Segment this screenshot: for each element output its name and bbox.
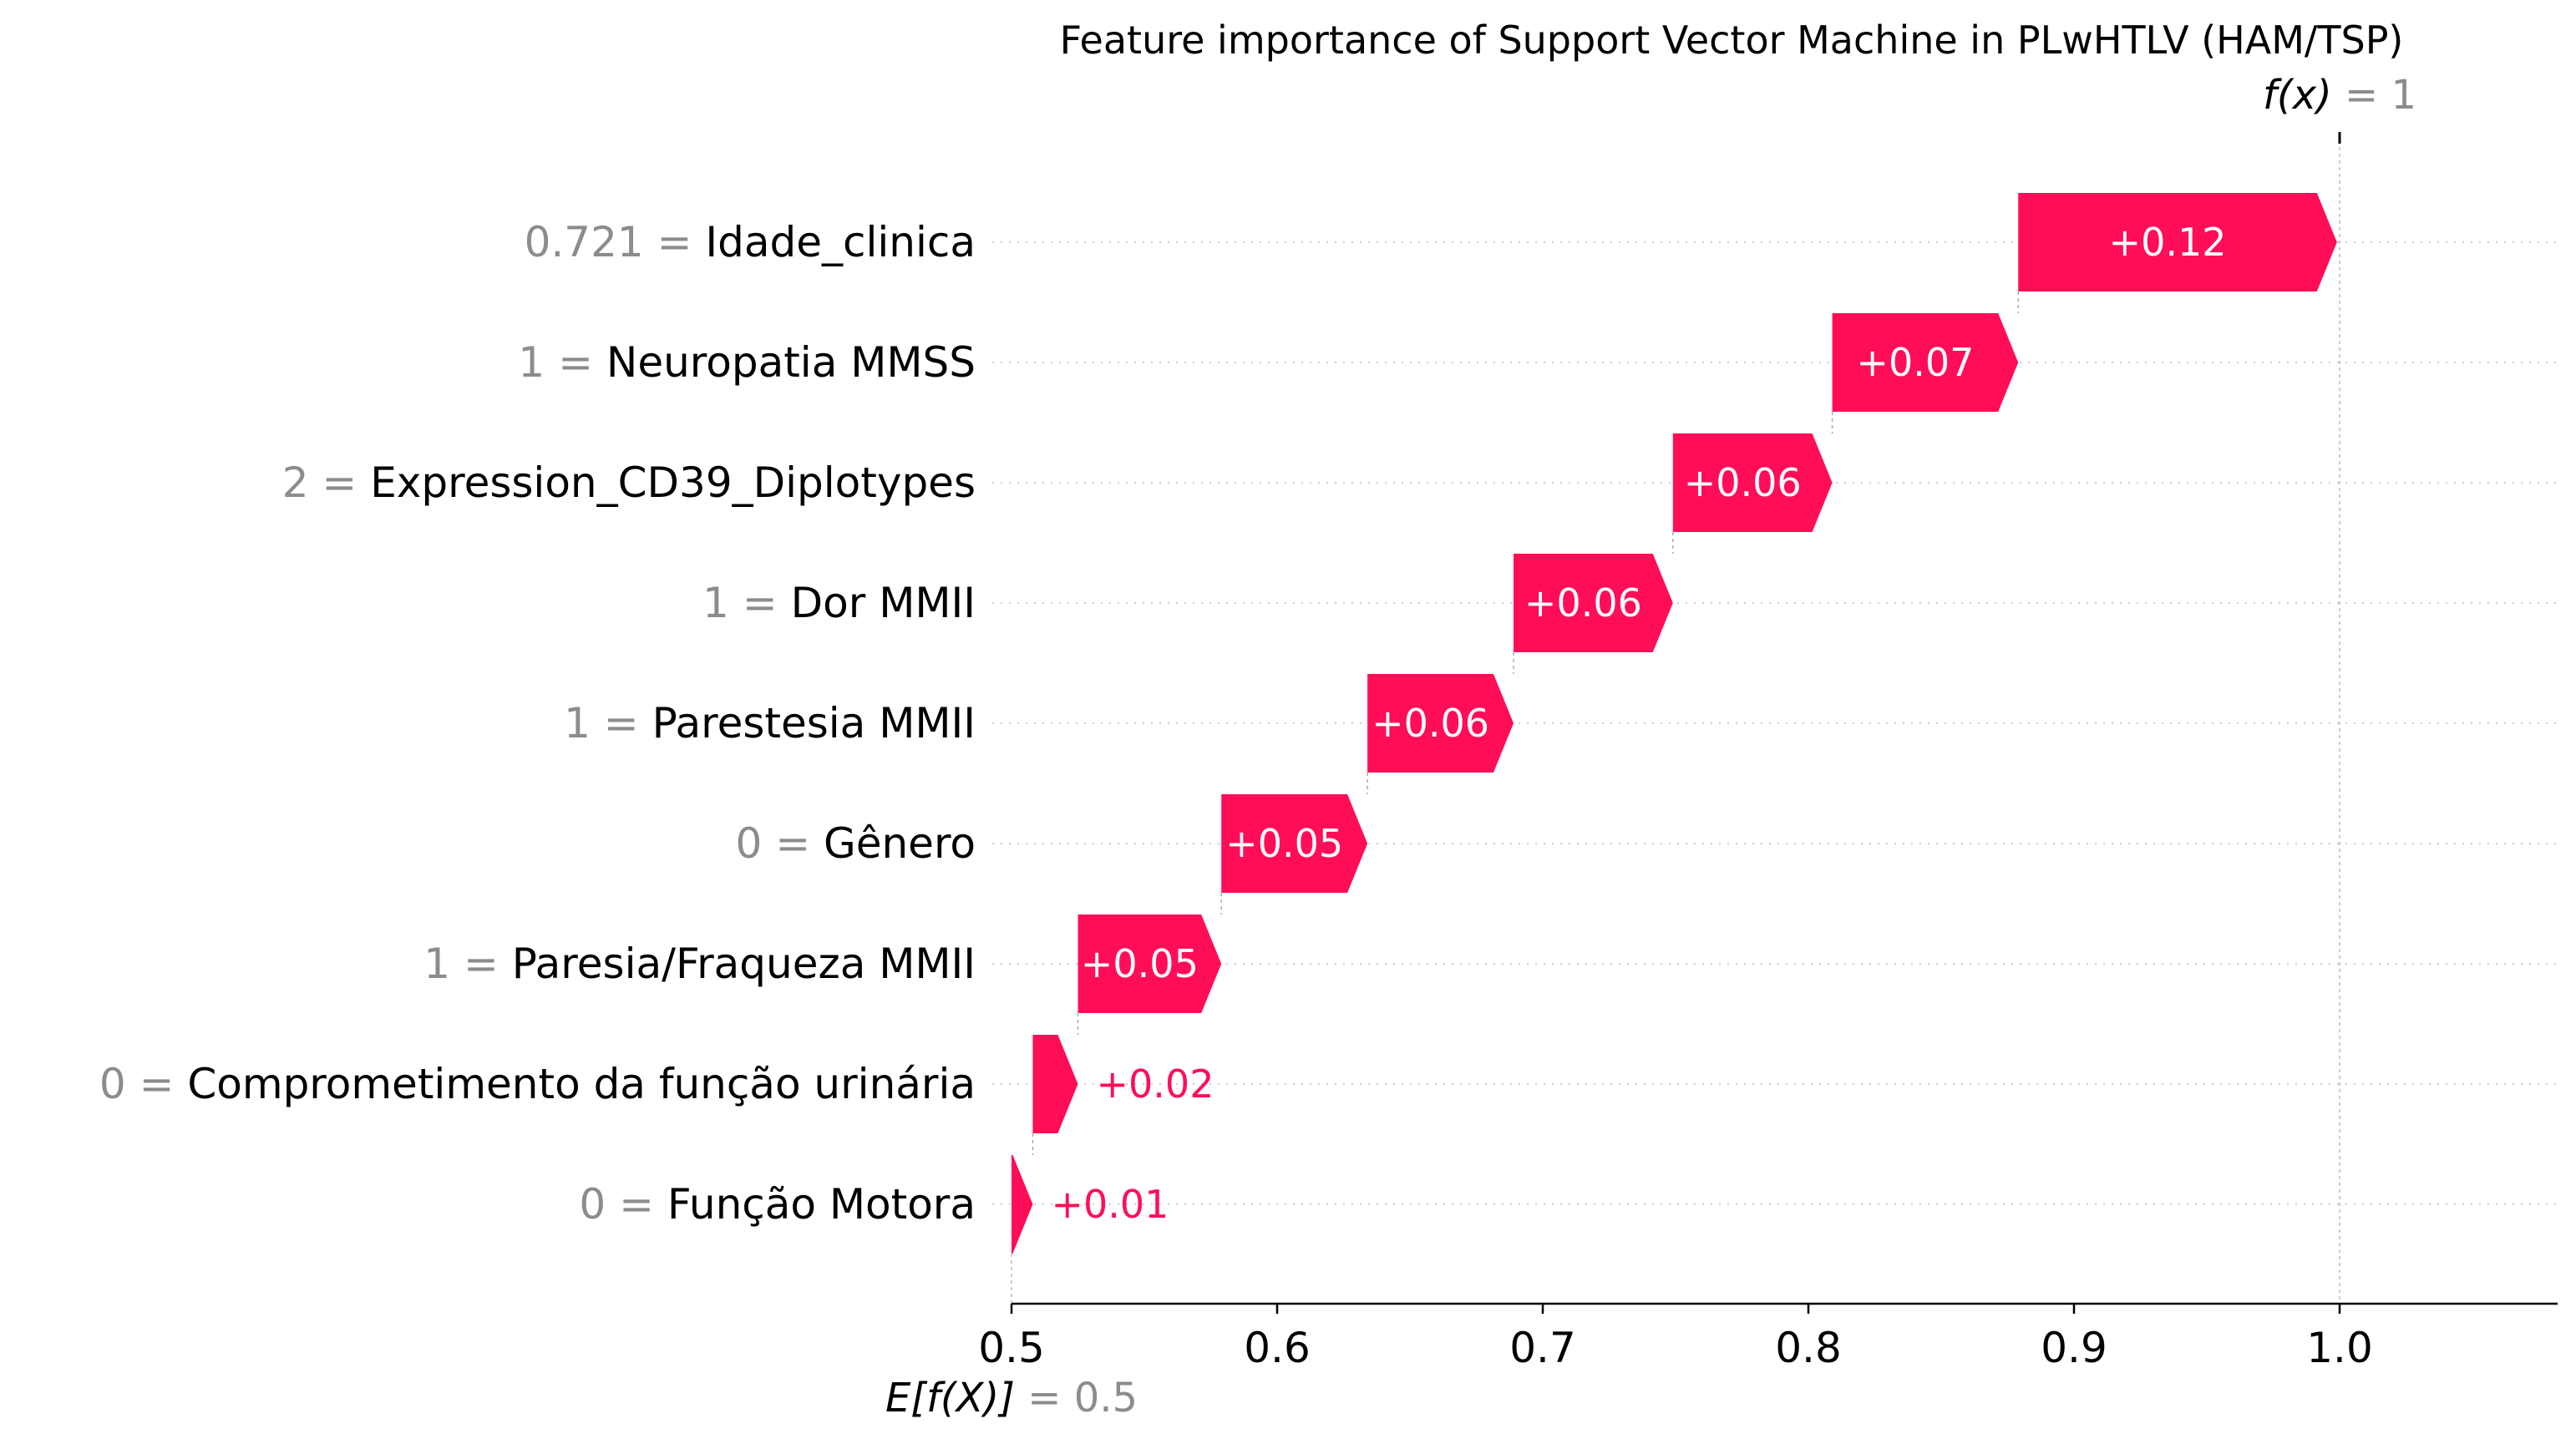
contribution-label: +0.05 bbox=[1225, 821, 1343, 866]
x-tick-label: 0.8 bbox=[1775, 1324, 1842, 1372]
contribution-label: +0.02 bbox=[1097, 1062, 1214, 1107]
feature-label: 2 = Expression_CD39_Diplotypes bbox=[282, 459, 976, 507]
feature-value: 0 = bbox=[579, 1180, 667, 1229]
feature-label: 1 = Dor MMII bbox=[702, 579, 976, 627]
contribution-label: +0.06 bbox=[1372, 701, 1489, 746]
feature-label: 1 = Neuropatia MMSS bbox=[518, 338, 976, 387]
feature-name: Neuropatia MMSS bbox=[606, 338, 976, 387]
feature-value: 1 = bbox=[423, 940, 512, 988]
feature-name: Paresia/Fraqueza MMII bbox=[512, 940, 976, 988]
feature-label: 1 = Parestesia MMII bbox=[564, 699, 976, 747]
chart-title: Feature importance of Support Vector Mac… bbox=[1060, 18, 2404, 63]
feature-name: Gênero bbox=[824, 819, 976, 868]
feature-name: Idade_clinica bbox=[705, 218, 976, 266]
output-value-number: = 1 bbox=[2332, 72, 2416, 119]
contribution-bar bbox=[1672, 433, 1833, 532]
contribution-bar bbox=[1514, 554, 1673, 652]
contribution-bar bbox=[1832, 313, 2019, 412]
guide-lines bbox=[1011, 140, 2340, 1304]
x-axis: 0.5 0.6 0.7 0.8 0.9 1.0 bbox=[978, 132, 2558, 1372]
feature-label: 0 = Função Motora bbox=[579, 1180, 976, 1229]
contribution-bar bbox=[1078, 915, 1222, 1013]
feature-label: 0 = Gênero bbox=[735, 819, 976, 868]
contribution-label: +0.07 bbox=[1856, 340, 1974, 385]
feature-label: 0.721 = Idade_clinica bbox=[525, 218, 976, 266]
output-value-label: f(x) = 1 bbox=[2263, 72, 2416, 119]
feature-value: 1 = bbox=[518, 338, 606, 387]
feature-labels: 0.721 = Idade_clinica 1 = Neuropatia MMSS… bbox=[99, 218, 976, 1229]
bars: +0.12 +0.07 +0.06 +0.06 +0.06 +0.05 +0.05 +0.02… bbox=[1012, 193, 2337, 1254]
contribution-bar bbox=[1032, 1035, 1078, 1133]
grid-lines bbox=[992, 241, 2558, 1205]
x-tick-label: 0.6 bbox=[1244, 1324, 1311, 1372]
feature-value: 0.721 = bbox=[525, 218, 706, 266]
contribution-label: +0.01 bbox=[1051, 1182, 1169, 1227]
contribution-label: +0.06 bbox=[1524, 580, 1642, 626]
feature-value: 2 = bbox=[282, 459, 371, 507]
base-value-prefix: E[f(X)] bbox=[885, 1375, 1015, 1421]
base-value-number: = 0.5 bbox=[1015, 1375, 1138, 1421]
contribution-label: +0.05 bbox=[1081, 941, 1199, 986]
feature-name: Função Motora bbox=[667, 1180, 976, 1229]
feature-name: Comprometimento da função urinária bbox=[187, 1060, 976, 1108]
x-tick-label: 0.9 bbox=[2041, 1324, 2107, 1372]
feature-value: 0 = bbox=[735, 819, 824, 868]
x-tick-label: 1.0 bbox=[2306, 1324, 2373, 1372]
x-tick-label: 0.5 bbox=[978, 1324, 1045, 1372]
feature-name: Parestesia MMII bbox=[652, 699, 976, 747]
feature-name: Dor MMII bbox=[791, 579, 976, 627]
contribution-label: +0.06 bbox=[1684, 460, 1802, 505]
feature-name: Expression_CD39_Diplotypes bbox=[370, 459, 976, 507]
contribution-label: +0.12 bbox=[2109, 220, 2227, 265]
contribution-bar bbox=[1221, 794, 1368, 893]
feature-label: 0 = Comprometimento da função urinária bbox=[99, 1060, 976, 1108]
feature-label: 1 = Paresia/Fraqueza MMII bbox=[423, 940, 976, 988]
contribution-bar bbox=[1012, 1155, 1033, 1254]
annotations: f(x) = 1 E[f(X)] = 0.5 bbox=[885, 72, 2416, 1421]
feature-value: 1 = bbox=[702, 579, 791, 627]
feature-value: 1 = bbox=[564, 699, 652, 747]
feature-value: 0 = bbox=[99, 1060, 188, 1108]
output-value-prefix: f(x) bbox=[2263, 72, 2332, 119]
contribution-bar bbox=[1367, 674, 1514, 773]
x-tick-label: 0.7 bbox=[1509, 1324, 1576, 1372]
contribution-bar bbox=[2018, 193, 2337, 291]
base-value-label: E[f(X)] = 0.5 bbox=[885, 1375, 1138, 1421]
